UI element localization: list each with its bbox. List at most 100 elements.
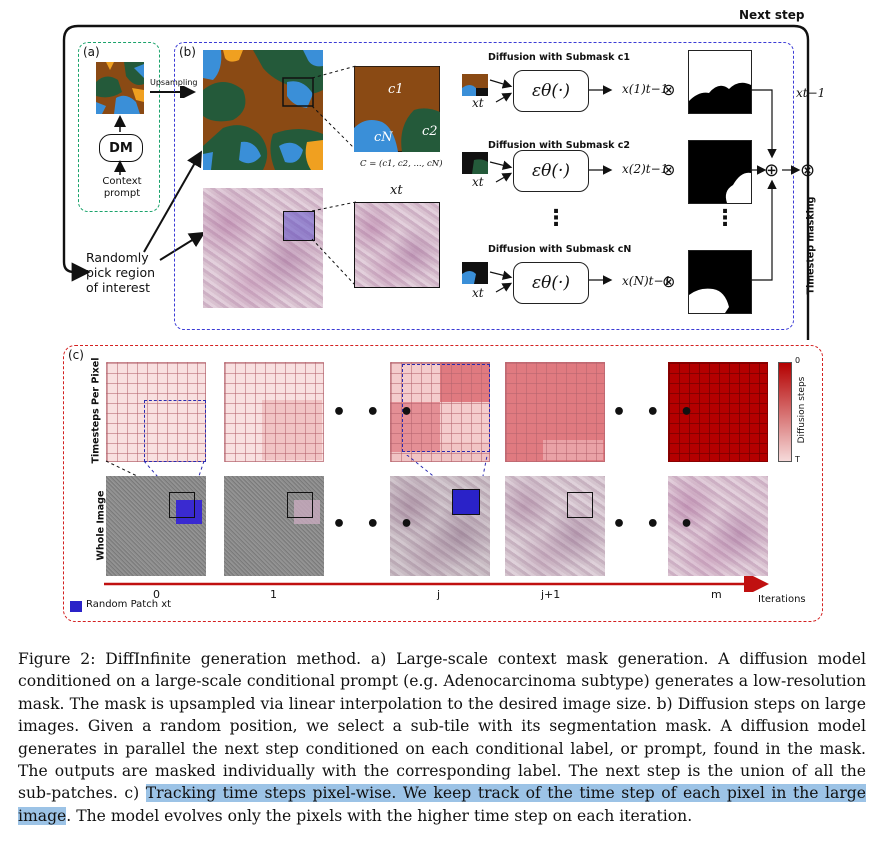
otimes-final: ⊗ — [800, 160, 816, 181]
union-lines — [750, 89, 801, 281]
submask-thumb-2 — [462, 152, 488, 174]
iter-label-j1: j+1 — [541, 588, 561, 601]
xt-input-N: xt — [472, 286, 484, 300]
diffusion-submask-1-label: Diffusion with Submask c1 — [488, 52, 630, 63]
iterations-label: Iterations — [758, 594, 806, 605]
c2-text: c2 — [422, 124, 438, 139]
roi-box-iter-1 — [287, 492, 313, 518]
arrows-row-2 — [489, 160, 613, 183]
large-mask — [203, 50, 323, 170]
panel-a-label: (a) — [83, 45, 100, 59]
submask-thumb-N — [462, 262, 488, 284]
arrow-dm-to-mask — [114, 115, 126, 132]
random-patch-legend-swatch — [70, 601, 82, 612]
arrow-prompt-to-dm — [114, 160, 126, 175]
grid-lines-iter-m — [668, 362, 768, 462]
zoomed-tissue — [354, 202, 440, 288]
roi-box-iter-0 — [169, 492, 195, 518]
diffusion-submask-N-label: Diffusion with Submask cN — [488, 244, 632, 255]
denoiser-1-text: εθ(·) — [531, 81, 571, 101]
otimes-1: ⊗ — [662, 80, 676, 99]
oplus-union: ⊕ — [764, 160, 780, 181]
image-iter-j1 — [505, 476, 605, 576]
diffusion-submask-2-label: Diffusion with Submask c2 — [488, 140, 630, 151]
large-tissue-image — [203, 188, 323, 308]
x-prev-label: xt−1 — [796, 86, 826, 100]
cN-label: cN — [374, 130, 393, 145]
c-definition: C = (c1, c2, ..., cN) — [360, 159, 443, 169]
submask-thumb-1 — [462, 74, 488, 96]
upsampling-arrow — [150, 86, 196, 98]
mask-2 — [688, 140, 752, 204]
panel-b-label: (b) — [179, 45, 196, 59]
roi-box-iter-j1 — [567, 492, 593, 518]
denoiser-1: εθ(·) — [513, 70, 589, 112]
upsampling-label: Upsampling — [150, 78, 198, 87]
grid-roi-iter-j — [402, 364, 490, 452]
output-1: x(1)t−1 — [622, 82, 669, 96]
hdots-top-1: • • • — [332, 400, 420, 425]
denoiser-N-text: εθ(·) — [531, 273, 571, 293]
iter-label-1: 1 — [270, 588, 277, 601]
figure-caption: Figure 2: DiffInfinite generation method… — [18, 648, 866, 827]
c2-label: c2 — [422, 124, 438, 139]
image-iter-m — [668, 476, 768, 576]
hdots-bottom-2: • • • — [612, 512, 700, 537]
denoiser-N: εθ(·) — [513, 262, 589, 304]
random-patch-legend-label: Random Patch xt — [86, 599, 172, 610]
output-2: x(2)t−1 — [622, 162, 669, 176]
otimes-N: ⊗ — [662, 272, 676, 291]
colorbar-top: 0 — [795, 356, 801, 365]
hdots-top-2: • • • — [612, 400, 700, 425]
panel-b-box — [174, 42, 794, 330]
image-iter-0 — [106, 476, 206, 576]
dm-box: DM — [99, 134, 143, 162]
panel-a-box — [78, 42, 160, 212]
next-step-loop-arrow — [62, 24, 810, 340]
colorbar-title: Diffusion steps — [797, 376, 807, 444]
mask-N — [688, 250, 752, 314]
vdots-denoisers: ⋮ — [545, 206, 567, 231]
iter-label-j: j — [437, 588, 441, 601]
image-iter-1 — [224, 476, 324, 576]
denoiser-2: εθ(·) — [513, 150, 589, 192]
panel-c-label: (c) — [68, 348, 84, 362]
mask-1 — [688, 50, 752, 114]
grid-lines-iter-1 — [224, 362, 324, 462]
zoom-lines — [311, 65, 357, 287]
whole-image-label: Whole Image — [95, 490, 107, 561]
c1-text: c1 — [388, 82, 404, 97]
context-prompt-label: Context prompt — [102, 176, 142, 199]
xt-input-1: xt — [472, 96, 484, 110]
c1-label: c1 — [388, 82, 404, 97]
grid-roi-iter-0 — [144, 400, 206, 462]
grid-lines-iter-j1 — [505, 362, 605, 462]
xt-input-2: xt — [472, 175, 484, 189]
arrows-row-N — [489, 270, 613, 293]
tissue-roi-box — [283, 211, 315, 241]
random-patch-iter-j — [452, 489, 480, 515]
caption-part-2: . The model evolves only the pixels with… — [66, 806, 693, 825]
next-step-label: Next step — [739, 8, 805, 22]
timestep-masking-label: Timestep masking — [805, 196, 817, 295]
caption-part-1: Figure 2: DiffInfinite generation method… — [18, 650, 866, 803]
random-pick-arrows — [143, 150, 206, 261]
low-res-mask — [96, 62, 144, 114]
colorbar-bottom: T — [795, 455, 800, 464]
vdots-masks: ⋮ — [714, 206, 736, 231]
hdots-bottom-1: • • • — [332, 512, 420, 537]
timesteps-per-pixel-label: Timesteps Per Pixel — [90, 357, 102, 464]
diffusion-steps-colorbar — [778, 362, 792, 462]
arrows-row-1 — [489, 79, 613, 103]
zoomed-submask — [354, 66, 440, 152]
iter-label-0: 0 — [153, 588, 160, 601]
xt-label-zoom: xt — [390, 183, 403, 198]
cN-text: cN — [374, 130, 393, 145]
iterations-axis — [104, 576, 769, 592]
panel-c-box — [63, 345, 823, 622]
otimes-2: ⊗ — [662, 160, 676, 179]
dm-label: DM — [109, 140, 133, 156]
random-patch-iter-0 — [176, 500, 202, 524]
iter-label-m: m — [711, 588, 722, 601]
random-pick-label: Randomly pick region of interest — [86, 250, 156, 295]
